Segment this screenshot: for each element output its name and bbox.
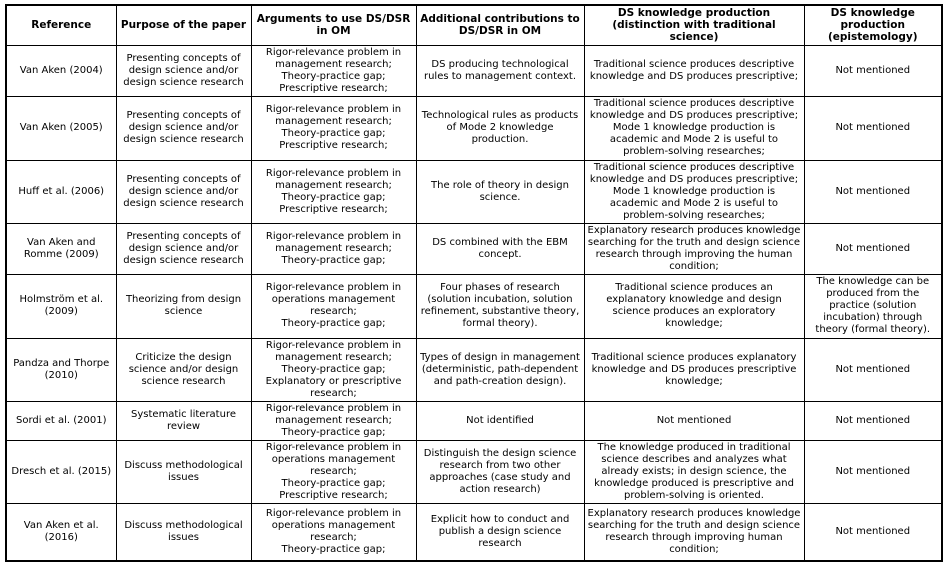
cell-arguments: Rigor-relevance problem in management re… (250, 44, 417, 97)
cell-reference: Van Aken (2005) (5, 95, 117, 161)
table-row: Van Aken (2004) Presenting concepts of d… (5, 44, 943, 97)
cell-purpose: Discuss methodological issues (115, 439, 252, 504)
cell-contributions: Technological rules as products of Mode … (415, 95, 585, 161)
cell-purpose: Presenting concepts of design science an… (115, 44, 252, 97)
cell-arguments: Rigor-relevance problem in management re… (250, 222, 417, 275)
column-header-purpose: Purpose of the paper (115, 4, 252, 46)
cell-purpose: Theorizing from design science (115, 273, 252, 339)
cell-epistemology: Not mentioned (803, 95, 943, 161)
header-row: Reference Purpose of the paper Arguments… (5, 4, 943, 46)
cell-reference: Holmström et al. (2009) (5, 273, 117, 339)
cell-contributions: Four phases of research (solution incuba… (415, 273, 585, 339)
cell-distinction: Traditional science produces descriptive… (583, 95, 805, 161)
cell-epistemology: Not mentioned (803, 222, 943, 275)
cell-distinction: Traditional science produces an explanat… (583, 273, 805, 339)
cell-contributions: DS producing technological rules to mana… (415, 44, 585, 97)
cell-purpose: Presenting concepts of design science an… (115, 222, 252, 275)
cell-contributions: Distinguish the design science research … (415, 439, 585, 504)
cell-distinction: Traditional science produces descriptive… (583, 44, 805, 97)
table-row: Van Aken et al. (2016) Discuss methodolo… (5, 502, 943, 562)
cell-epistemology: Not mentioned (803, 44, 943, 97)
literature-review-table: Reference Purpose of the paper Arguments… (5, 4, 943, 562)
table-row: Huff et al. (2006) Presenting concepts o… (5, 159, 943, 224)
cell-reference: Huff et al. (2006) (5, 159, 117, 224)
cell-distinction: The knowledge produced in traditional sc… (583, 439, 805, 504)
cell-contributions: The role of theory in design science. (415, 159, 585, 224)
cell-arguments: Rigor-relevance problem in operations ma… (250, 502, 417, 562)
cell-epistemology: Not mentioned (803, 400, 943, 441)
cell-distinction: Traditional science produces descriptive… (583, 159, 805, 224)
cell-distinction: Traditional science produces explanatory… (583, 337, 805, 402)
cell-purpose: Presenting concepts of design science an… (115, 159, 252, 224)
cell-purpose: Criticize the design science and/or desi… (115, 337, 252, 402)
cell-epistemology: Not mentioned (803, 159, 943, 224)
cell-epistemology: Not mentioned (803, 502, 943, 562)
cell-reference: Sordi et al. (2001) (5, 400, 117, 441)
cell-reference: Van Aken (2004) (5, 44, 117, 97)
cell-epistemology: The knowledge can be produced from the p… (803, 273, 943, 339)
column-header-reference: Reference (5, 4, 117, 46)
column-header-contributions: Additional contributions to DS/DSR in OM (415, 4, 585, 46)
table-row: Holmström et al. (2009) Theorizing from … (5, 273, 943, 339)
column-header-distinction: DS knowledge production (distinction wit… (583, 4, 805, 46)
cell-epistemology: Not mentioned (803, 337, 943, 402)
cell-reference: Van Aken and Romme (2009) (5, 222, 117, 275)
cell-reference: Van Aken et al. (2016) (5, 502, 117, 562)
cell-arguments: Rigor-relevance problem in management re… (250, 400, 417, 441)
column-header-epistemology: DS knowledge production (epistemology) (803, 4, 943, 46)
cell-arguments: Rigor-relevance problem in operations ma… (250, 439, 417, 504)
cell-arguments: Rigor-relevance problem in management re… (250, 159, 417, 224)
cell-purpose: Presenting concepts of design science an… (115, 95, 252, 161)
cell-distinction: Not mentioned (583, 400, 805, 441)
table-row: Dresch et al. (2015) Discuss methodologi… (5, 439, 943, 504)
cell-purpose: Discuss methodological issues (115, 502, 252, 562)
cell-arguments: Rigor-relevance problem in operations ma… (250, 273, 417, 339)
cell-contributions: Types of design in management (determini… (415, 337, 585, 402)
cell-distinction: Explanatory research produces knowledge … (583, 222, 805, 275)
cell-arguments: Rigor-relevance problem in management re… (250, 95, 417, 161)
table-row: Van Aken (2005) Presenting concepts of d… (5, 95, 943, 161)
table-row: Van Aken and Romme (2009) Presenting con… (5, 222, 943, 275)
table-row: Sordi et al. (2001) Systematic literatur… (5, 400, 943, 441)
cell-purpose: Systematic literature review (115, 400, 252, 441)
cell-reference: Dresch et al. (2015) (5, 439, 117, 504)
column-header-arguments: Arguments to use DS/DSR in OM (250, 4, 417, 46)
page: Reference Purpose of the paper Arguments… (5, 4, 943, 562)
cell-epistemology: Not mentioned (803, 439, 943, 504)
cell-distinction: Explanatory research produces knowledge … (583, 502, 805, 562)
cell-reference: Pandza and Thorpe (2010) (5, 337, 117, 402)
table-row: Pandza and Thorpe (2010) Criticize the d… (5, 337, 943, 402)
cell-arguments: Rigor-relevance problem in management re… (250, 337, 417, 402)
cell-contributions: Explicit how to conduct and publish a de… (415, 502, 585, 562)
cell-contributions: DS combined with the EBM concept. (415, 222, 585, 275)
cell-contributions: Not identified (415, 400, 585, 441)
